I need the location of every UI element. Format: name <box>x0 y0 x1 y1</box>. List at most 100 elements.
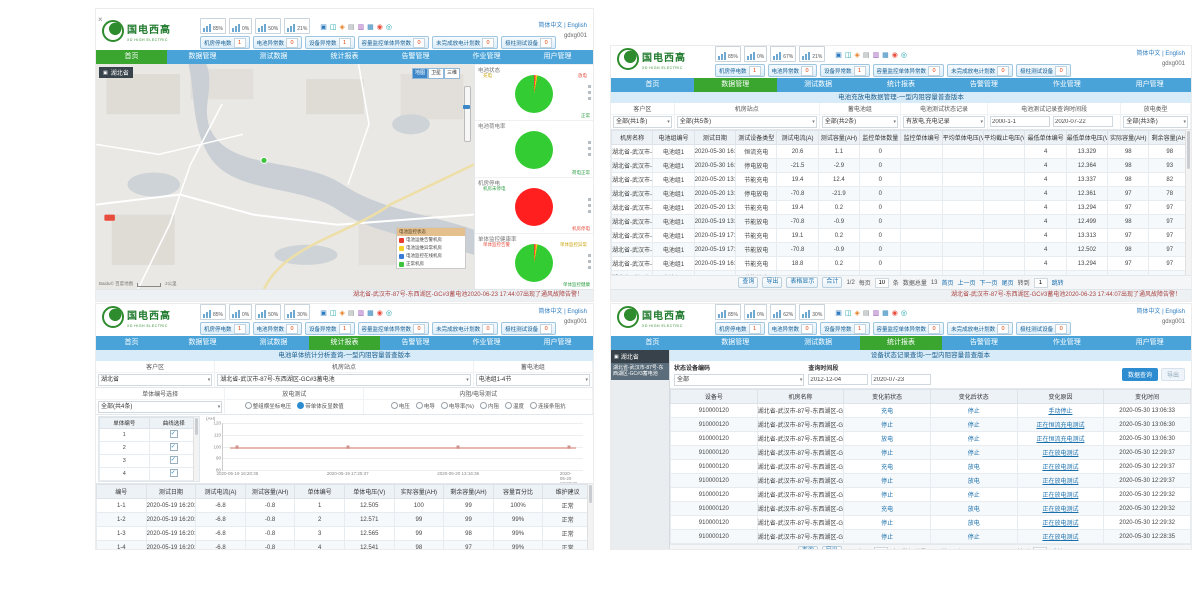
radio-option[interactable]: 连接条阻抗 <box>529 402 566 410</box>
wifi-icon[interactable]: ◫ <box>844 52 852 59</box>
pager-nav-link[interactable]: 尾页 <box>1001 281 1014 287</box>
globe-icon[interactable]: ◎ <box>385 310 393 317</box>
per-page-input[interactable] <box>874 277 889 288</box>
language-switch[interactable]: 简体中文 | English <box>538 23 587 29</box>
status-badge[interactable]: 机房停电数 1 <box>200 36 250 49</box>
battery-group-select[interactable]: 电池组1-4节 <box>475 374 590 386</box>
chart-icon[interactable]: ▦ <box>367 310 374 317</box>
alarm-icon[interactable]: ◉ <box>891 310 898 317</box>
status-badge[interactable]: 设备异常数 1 <box>305 322 355 335</box>
language-switch[interactable]: 简体中文 | English <box>1136 309 1185 315</box>
pager-nav-link[interactable]: 下一页 <box>979 281 998 287</box>
nav-tab-2[interactable]: 测试数据 <box>804 81 833 88</box>
status-badge[interactable]: 未完成放电计划数 0 <box>947 64 1014 77</box>
download-icon[interactable] <box>588 265 591 269</box>
pager-button[interactable]: 导出 <box>762 277 783 288</box>
scrollbar-thumb[interactable] <box>589 485 592 504</box>
region-select[interactable]: 全部(共1条) <box>613 116 672 128</box>
nav-tab-1[interactable]: 数据管理 <box>721 339 750 346</box>
nav-tab-6[interactable]: 用户管理 <box>1135 339 1164 346</box>
gauge-widget[interactable]: 0% <box>744 46 768 62</box>
radio-option[interactable]: 电导率(%) <box>440 402 474 410</box>
table-row[interactable]: 湖北省-武汉市-87号-东西湖区-GC#3蓄电池电池组12020-05-20 1… <box>611 172 1191 187</box>
gauge-widget[interactable]: 50% <box>255 304 282 320</box>
jump-button[interactable]: 跳转 <box>1051 547 1063 549</box>
table-row[interactable]: 湖北省-武汉市-87号-东西湖区-GC#3蓄电池电池组12020-05-19 1… <box>611 256 1191 271</box>
nav-tab-5[interactable]: 作业管理 <box>472 339 501 346</box>
station-select[interactable]: 全部(共5条) <box>676 116 817 128</box>
battery-group-select[interactable]: 全部(共2条) <box>821 116 898 128</box>
nav-tab-1[interactable]: 数据管理 <box>188 53 217 60</box>
gauge-widget[interactable]: 21% <box>799 46 826 62</box>
nav-tab-3[interactable]: 统计报表 <box>859 336 943 350</box>
export-button[interactable]: 导出 <box>1160 368 1185 381</box>
nav-tab-2[interactable]: 测试数据 <box>259 53 288 60</box>
table-row[interactable]: 2 <box>99 441 199 455</box>
language-switch[interactable]: 简体中文 | English <box>1136 51 1185 57</box>
region-select[interactable]: 湖北省 <box>98 374 213 386</box>
map-zoom-slider[interactable] <box>463 86 471 142</box>
discharge-type-select[interactable]: 全部(共3条) <box>1123 116 1188 128</box>
wifi-icon[interactable]: ◫ <box>329 310 337 317</box>
pager-nav-link[interactable]: 上一页 <box>957 281 976 287</box>
download-icon[interactable] <box>588 153 591 157</box>
checkbox[interactable] <box>169 469 178 477</box>
globe-icon[interactable]: ◎ <box>385 24 393 31</box>
table-row[interactable]: 910000120湖北省-武汉市-87号-东西湖区-GC#3蓄电池停止停止正在放… <box>670 445 1191 460</box>
menu-icon[interactable] <box>588 253 591 257</box>
scrollbar-thumb[interactable] <box>195 418 198 435</box>
mail-icon[interactable]: ▥ <box>872 52 880 59</box>
globe-icon[interactable]: ◎ <box>900 310 908 317</box>
pager-nav-link[interactable]: 上一页 <box>957 547 975 549</box>
lock-icon[interactable]: ◈ <box>339 24 345 31</box>
table-row[interactable]: 910000120湖北省-武汉市-87号-东西湖区-GC#3蓄电池放电停止正在恒… <box>670 431 1191 446</box>
table-row[interactable]: 湖北省-武汉市-87号-东西湖区-GC#3蓄电池电池组12020-05-19 1… <box>611 214 1191 229</box>
status-badge[interactable]: 未完成放电计划数 0 <box>432 322 499 335</box>
pie-chart[interactable] <box>515 75 553 113</box>
table-row[interactable]: 湖北省-武汉市-87号-东西湖区-GC#3蓄电池电池组12020-05-30 1… <box>611 144 1191 159</box>
table-row[interactable]: 1 <box>99 428 199 442</box>
radio-option[interactable]: 电导 <box>415 402 435 410</box>
gauge-widget[interactable]: 0% <box>229 304 253 320</box>
radio-option[interactable]: 整组横坐标电压 <box>244 402 291 410</box>
nav-tab-0[interactable]: 首页 <box>96 50 167 64</box>
status-badge[interactable]: 电池异常数 0 <box>252 322 303 335</box>
printer-icon[interactable]: ▤ <box>862 310 870 317</box>
alarm-icon[interactable]: ◉ <box>376 310 383 317</box>
pager-button[interactable]: 表格显示 <box>786 277 819 288</box>
gauge-widget[interactable]: 85% <box>200 18 227 34</box>
status-badge[interactable]: 机房停电数 1 <box>715 322 765 335</box>
table-row[interactable]: 3 <box>99 454 199 468</box>
gauge-widget[interactable]: 21% <box>284 18 311 34</box>
pager-button[interactable]: 导出 <box>821 546 842 549</box>
nav-tab-3[interactable]: 统计报表 <box>887 81 915 88</box>
table-row[interactable]: 910000120湖北省-武汉市-87号-东西湖区-GC#3蓄电池充电停止手动停… <box>670 403 1191 418</box>
radio-option[interactable]: 带单体反显数值 <box>297 402 344 410</box>
mail-icon[interactable]: ▥ <box>872 310 880 317</box>
nav-tab-0[interactable]: 首页 <box>645 81 660 88</box>
nav-tab-4[interactable]: 告警管理 <box>969 81 998 88</box>
table-row[interactable]: 910000120湖北省-武汉市-87号-东西湖区-GC#3蓄电池停止放电正在放… <box>670 473 1191 488</box>
table-row[interactable]: 湖北省-武汉市-87号-东西湖区-GC#3蓄电池电池组12020-05-20 1… <box>611 186 1191 201</box>
mail-icon[interactable]: ▥ <box>357 310 365 317</box>
station-select[interactable]: 湖北省-武汉市-87号-东西湖区-GC#3蓄电池 <box>217 374 471 386</box>
nav-tab-1[interactable]: 数据管理 <box>693 78 777 92</box>
status-badge[interactable]: 容量监控单体异常数 0 <box>357 36 430 49</box>
status-badge[interactable]: 未完成放电计划数 0 <box>947 322 1014 335</box>
table-row[interactable]: 湖北省-武汉市-87号-东西湖区-GC#3蓄电池电池组12020-05-19 1… <box>611 270 1191 275</box>
scrollbar-thumb[interactable] <box>1187 131 1190 169</box>
mail-icon[interactable]: ▥ <box>357 24 365 31</box>
nav-tab-6[interactable]: 用户管理 <box>543 339 572 346</box>
pager-button[interactable]: 查询 <box>738 277 759 288</box>
pager-button[interactable]: 查询 <box>797 546 818 549</box>
monitor-icon[interactable]: ▣ <box>835 310 842 317</box>
goto-page-input[interactable] <box>1033 277 1048 288</box>
table-row[interactable]: 910000120湖北省-武汉市-87号-东西湖区-GC#3蓄电池停止放电正在放… <box>670 515 1191 530</box>
checkbox[interactable] <box>169 456 178 464</box>
nav-tab-6[interactable]: 用户管理 <box>1135 81 1164 88</box>
table-row[interactable]: 910000120湖北省-武汉市-87号-东西湖区-GC#3蓄电池停止停止正在放… <box>670 487 1191 502</box>
pager-nav-link[interactable]: 下一页 <box>979 547 997 549</box>
gauge-widget[interactable]: 85% <box>715 46 742 62</box>
